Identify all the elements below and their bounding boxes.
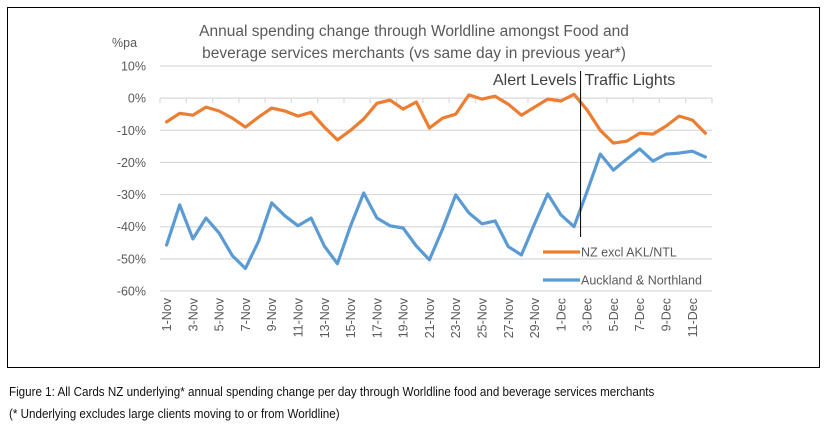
series-lines bbox=[165, 92, 708, 271]
x-tick-label: 29-Nov bbox=[528, 297, 542, 338]
x-tick-label: 1-Nov bbox=[160, 297, 174, 331]
x-tick-label: 7-Nov bbox=[239, 297, 253, 331]
y-tick-label: -50% bbox=[117, 252, 146, 266]
y-tick-label: -20% bbox=[117, 156, 146, 170]
y-tick-label: 0% bbox=[128, 92, 146, 106]
y-tick-label: -30% bbox=[117, 188, 146, 202]
figure-footnote: (* Underlying excludes large clients mov… bbox=[9, 407, 340, 421]
series-line-auckland-northland bbox=[165, 147, 708, 271]
chart-frame bbox=[7, 7, 820, 368]
y-tick-label: -10% bbox=[117, 124, 146, 138]
x-tick-label: 11-Dec bbox=[686, 298, 700, 337]
x-axis-tick-labels: 1-Nov 3-Nov 5-Nov 7-Nov 9-Nov 11-Nov 13-Nov 15-… bbox=[160, 297, 700, 338]
x-tick-label: 21-Nov bbox=[423, 297, 437, 338]
x-tick-label: 5-Nov bbox=[213, 297, 227, 331]
x-tick-label: 27-Nov bbox=[502, 297, 516, 338]
y-tick-label: -60% bbox=[117, 285, 146, 299]
legend-label: Auckland & Northland bbox=[581, 274, 702, 288]
figure-caption: Figure 1: All Cards NZ underlying* annua… bbox=[9, 385, 655, 399]
x-tick-label: 23-Nov bbox=[449, 297, 463, 338]
legend: NZ excl AKL/NTL Auckland & Northland bbox=[543, 246, 702, 288]
x-tick-label: 17-Nov bbox=[370, 297, 384, 338]
x-tick-label: 5-Dec bbox=[607, 298, 621, 331]
y-axis-label: %pa bbox=[112, 36, 137, 50]
x-tick-label: 3-Dec bbox=[581, 298, 595, 331]
gridlines bbox=[160, 65, 712, 292]
x-tick-label: 15-Nov bbox=[344, 297, 358, 338]
x-tick-label: 11-Nov bbox=[292, 297, 306, 337]
x-tick-label: 3-Nov bbox=[186, 297, 200, 331]
chart-title-line-2: beverage services merchants (vs same day… bbox=[202, 45, 626, 62]
y-axis-ticks: 10% 0% -10% -20% -30% -40% -50% -60% bbox=[117, 60, 146, 299]
x-tick-label: 25-Nov bbox=[476, 297, 490, 338]
x-axis bbox=[159, 97, 713, 104]
chart-title: Annual spending change through Worldline… bbox=[199, 23, 629, 62]
x-tick-label: 7-Dec bbox=[633, 298, 647, 331]
x-tick-label: 19-Nov bbox=[397, 297, 411, 338]
x-tick-label: 1-Dec bbox=[554, 298, 568, 331]
legend-label: NZ excl AKL/NTL bbox=[581, 246, 677, 260]
y-tick-label: 10% bbox=[121, 60, 146, 74]
annotation-alert-levels: Alert Levels bbox=[493, 72, 577, 89]
x-tick-label: 9-Nov bbox=[265, 297, 279, 331]
annotation-traffic-lights: Traffic Lights bbox=[585, 72, 676, 89]
x-tick-label: 9-Dec bbox=[660, 298, 674, 331]
series-line-nz-excl-akl-ntl bbox=[165, 92, 708, 145]
y-tick-label: -40% bbox=[117, 220, 146, 234]
chart-title-line-1: Annual spending change through Worldline… bbox=[199, 23, 629, 40]
period-annotation: Alert Levels Traffic Lights bbox=[493, 71, 675, 237]
x-tick-label: 13-Nov bbox=[318, 297, 332, 338]
